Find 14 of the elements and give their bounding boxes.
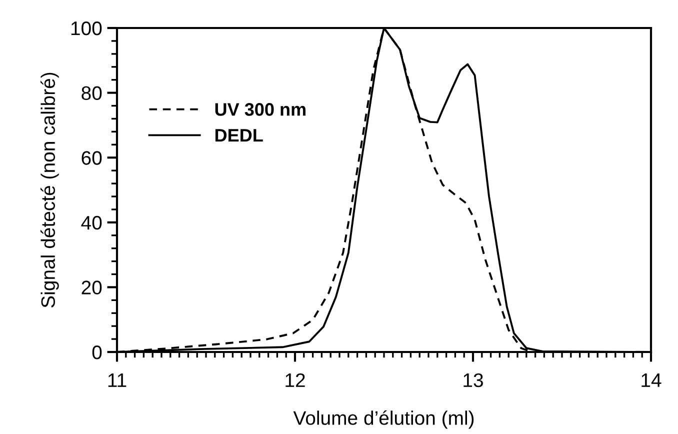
legend-label: DEDL	[215, 129, 263, 142]
y-tick-label: 80	[82, 86, 102, 100]
y-tick-label: 60	[82, 151, 102, 165]
x-tick-label: 11	[108, 374, 126, 387]
x-tick-label: 12	[286, 373, 305, 387]
y-tick-label: 100	[71, 21, 102, 36]
y-axis-title: Signal détecté (non calibré)	[40, 72, 59, 308]
y-tick-label: 0	[92, 345, 102, 360]
x-axis-title: Volume d’élution (ml)	[293, 410, 474, 429]
legend-label: UV 300 nm	[215, 103, 306, 116]
x-tick-label: 13	[464, 373, 483, 388]
y-tick-label: 40	[81, 216, 102, 230]
y-tick-label: 20	[82, 280, 102, 294]
x-tick-label: 14	[642, 374, 662, 387]
